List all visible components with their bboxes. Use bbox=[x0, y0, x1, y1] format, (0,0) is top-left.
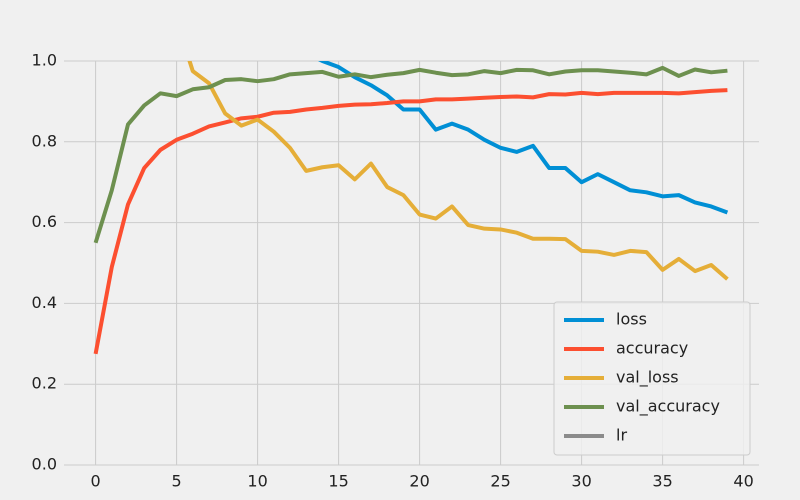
series-line bbox=[187, 61, 729, 281]
y-tick-label: 0.8 bbox=[32, 131, 57, 150]
y-tick-label: 0.0 bbox=[32, 455, 57, 474]
legend-label: val_loss bbox=[616, 368, 679, 388]
legend-label: val_accuracy bbox=[616, 397, 720, 417]
y-tick-label: 0.2 bbox=[32, 374, 57, 393]
series-line bbox=[93, 65, 728, 244]
legend-label: accuracy bbox=[616, 339, 688, 358]
x-tick-label: 5 bbox=[171, 472, 181, 491]
y-tick-label: 0.6 bbox=[32, 212, 57, 231]
legend-label: loss bbox=[616, 310, 647, 329]
legend-box bbox=[553, 301, 751, 456]
x-tick-label: 30 bbox=[571, 472, 591, 491]
series-line bbox=[93, 88, 728, 355]
legend-label: lr bbox=[616, 426, 627, 445]
y-tick-label: 0.4 bbox=[32, 293, 57, 312]
x-tick-label: 10 bbox=[247, 472, 267, 491]
x-tick-label: 35 bbox=[652, 472, 672, 491]
y-tick-label: 1.0 bbox=[32, 51, 57, 70]
x-tick-label: 20 bbox=[409, 472, 429, 491]
x-tick-label: 40 bbox=[733, 472, 753, 491]
x-tick-label: 25 bbox=[490, 472, 510, 491]
x-tick-label: 15 bbox=[328, 472, 348, 491]
series-line bbox=[317, 61, 729, 215]
x-tick-label: 0 bbox=[90, 472, 100, 491]
